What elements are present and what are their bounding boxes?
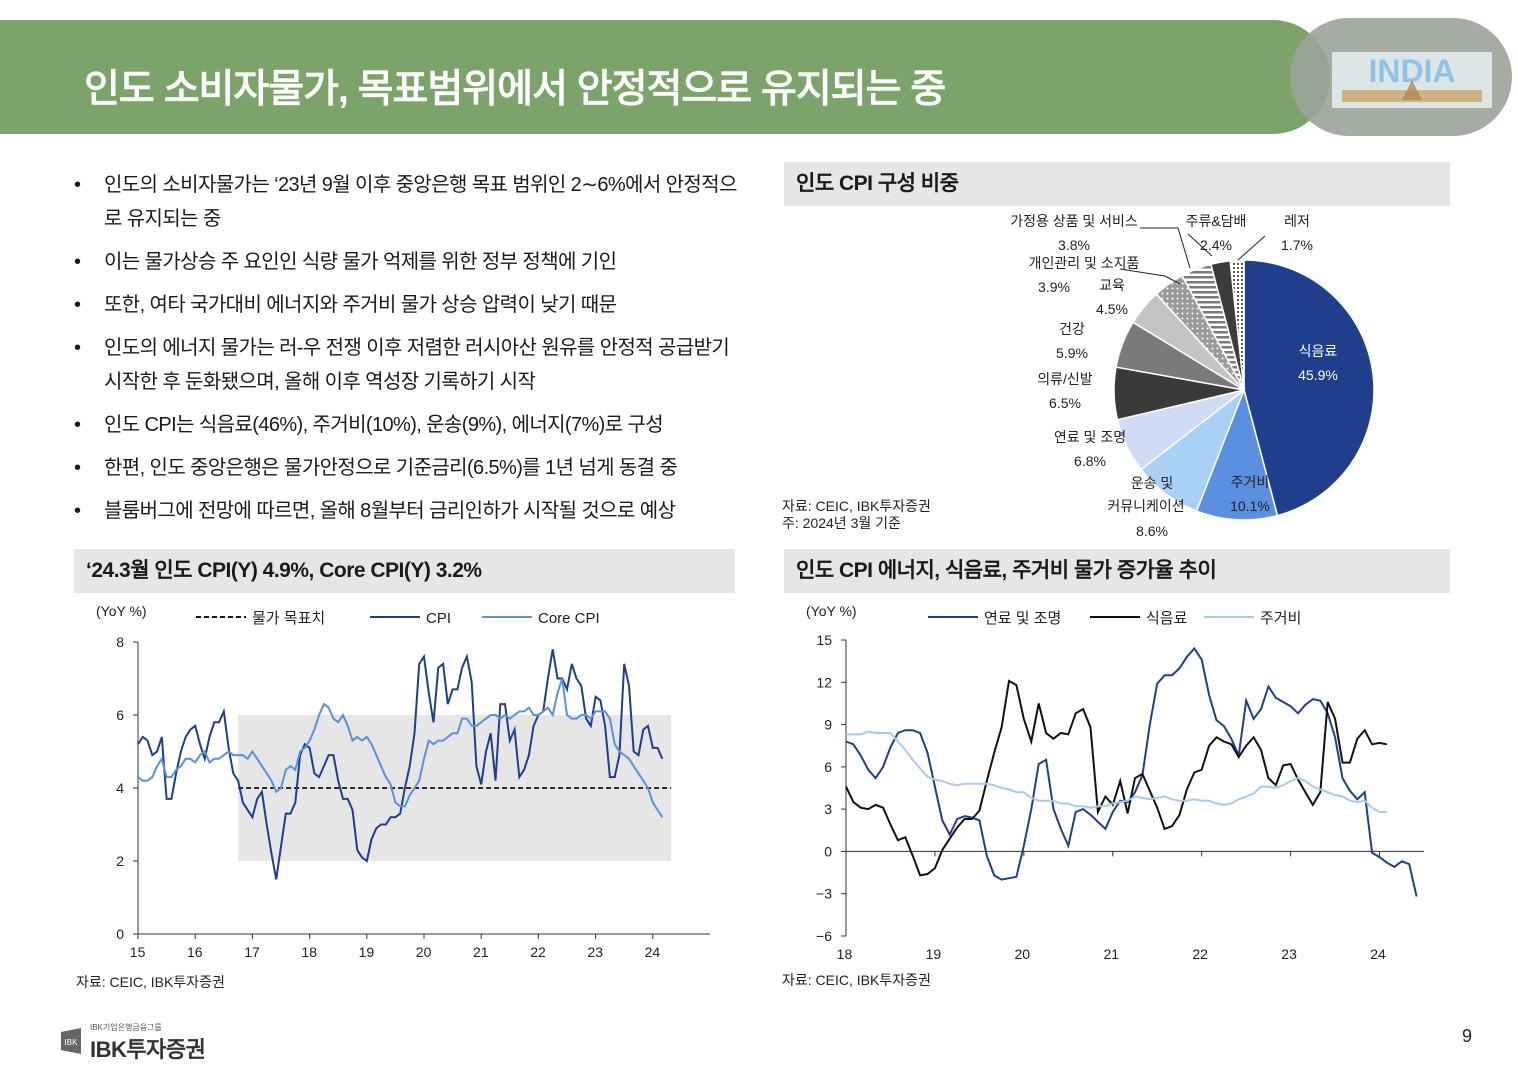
- y-tick-label: 15: [816, 632, 832, 648]
- x-tick-label: 18: [837, 946, 853, 962]
- y-tick-label: −3: [816, 886, 832, 902]
- y-axis-label: (YoY %): [806, 603, 857, 619]
- y-tick-label: 6: [116, 707, 124, 723]
- y-tick-label: −6: [816, 928, 832, 944]
- pie-label: 의류/신발: [1037, 371, 1093, 387]
- pie-value: 1.7%: [1281, 237, 1313, 253]
- x-tick-label: 17: [244, 944, 260, 960]
- x-tick-label: 21: [1103, 946, 1119, 962]
- pie-label: 건강: [1059, 321, 1085, 337]
- y-tick-label: 2: [116, 853, 124, 869]
- bullet-item: 인도의 에너지 물가는 러-우 전쟁 이후 저렴한 러시아산 원유를 안정적 공…: [74, 331, 744, 399]
- pie-label: 연료 및 조명: [1054, 429, 1126, 445]
- leader-line: [1187, 233, 1213, 257]
- pie-label: 개인관리 및 소지품: [1029, 255, 1140, 271]
- pie-label: 운송 및: [1131, 475, 1174, 491]
- y-tick-label: 4: [116, 780, 124, 796]
- legend-label: 물가 목표치: [252, 610, 325, 627]
- legend-label: 식음료: [1146, 610, 1188, 627]
- y-tick-label: 8: [116, 634, 124, 650]
- y-tick-label: 6: [824, 759, 832, 775]
- legend-label: 연료 및 조명: [984, 610, 1061, 627]
- x-tick-label: 15: [130, 944, 146, 960]
- india-logo: INDIA: [1332, 52, 1492, 108]
- x-tick-label: 16: [187, 944, 203, 960]
- y-axis-label: (YoY %): [96, 603, 147, 619]
- x-tick-label: 23: [587, 944, 603, 960]
- y-tick-label: 12: [816, 674, 832, 690]
- energy-chart-title: 인도 CPI 에너지, 식음료, 주거비 물가 증가율 추이: [784, 549, 1450, 593]
- cpi-source: 자료: CEIC, IBK투자증권: [76, 974, 225, 990]
- legend-label: Core CPI: [538, 610, 600, 627]
- pie-label: 커뮤니케이션: [1107, 498, 1184, 514]
- company-group-name: IBK기업은행금융그룹: [90, 1023, 162, 1032]
- x-tick-label: 21: [473, 944, 489, 960]
- pie-value: 10.1%: [1230, 498, 1270, 514]
- x-tick-label: 19: [926, 946, 942, 962]
- x-tick-label: 20: [1015, 946, 1031, 962]
- x-tick-label: 22: [1192, 946, 1208, 962]
- bullet-item: 인도의 소비자물가는 ‘23년 9월 이후 중앙은행 목표 범위인 2∼6%에서…: [74, 168, 744, 236]
- y-tick-label: 9: [824, 717, 832, 733]
- series-line: [137, 649, 664, 880]
- x-tick-label: 22: [530, 944, 546, 960]
- leader-line: [1119, 268, 1181, 285]
- energy-line-chart: −6 −3 0 3 6 9 12 15 18 19 20 21 22 23 24 (YoY %) 연료 및 조명…: [806, 603, 1424, 962]
- pie-slice: [1243, 259, 1375, 517]
- pie-value: 4.5%: [1096, 301, 1128, 317]
- ibk-logo-mark-text: IBK: [65, 1038, 79, 1047]
- pie-label: 레저: [1284, 213, 1310, 229]
- energy-source: 자료: CEIC, IBK투자증권: [782, 972, 931, 988]
- y-tick-label: 0: [824, 843, 832, 859]
- pie-source: 자료: CEIC, IBK투자증권: [782, 498, 931, 514]
- leader-line: [1237, 235, 1266, 261]
- x-tick-label: 18: [301, 944, 317, 960]
- y-tick-label: 0: [116, 926, 124, 942]
- bullet-list: 인도의 소비자물가는 ‘23년 9월 이후 중앙은행 목표 범위인 2∼6%에서…: [74, 168, 744, 537]
- pie-value: 3.9%: [1038, 279, 1070, 295]
- pie-chart-title: 인도 CPI 구성 비중: [784, 162, 1450, 206]
- y-tick-label: 3: [824, 801, 832, 817]
- ibk-logo-icon: IBK: [61, 1028, 81, 1054]
- pie-value: 6.8%: [1074, 453, 1106, 469]
- pie-value: 3.8%: [1058, 237, 1090, 253]
- cpi-chart-title: ‘24.3월 인도 CPI(Y) 4.9%, Core CPI(Y) 3.2%: [74, 549, 735, 593]
- series-line: [845, 646, 1418, 897]
- pie-label: 가정용 상품 및 서비스: [1010, 213, 1138, 229]
- pie-value: 6.5%: [1049, 395, 1081, 411]
- bullet-item: 한편, 인도 중앙은행은 물가안정으로 기준금리(6.5%)를 1년 넘게 동결…: [74, 451, 744, 485]
- company-name: IBK투자증권: [90, 1037, 206, 1062]
- x-tick-label: 20: [416, 944, 432, 960]
- series-line: [137, 678, 664, 818]
- bullet-item: 또한, 여타 국가대비 에너지와 주거비 물가 상승 압력이 낮기 때문: [74, 288, 744, 322]
- bullet-item: 이는 물가상승 주 요인인 식량 물가 억제를 위한 정부 정책에 기인: [74, 245, 744, 279]
- x-tick-label: 24: [1370, 946, 1386, 962]
- pie-value: 5.9%: [1056, 345, 1088, 361]
- title-banner: [0, 20, 1330, 134]
- page-title: 인도 소비자물가, 목표범위에서 안정적으로 유지되는 중: [84, 68, 946, 111]
- pie-label: 교육: [1099, 277, 1125, 293]
- pie-value: 45.9%: [1298, 367, 1338, 383]
- pie-value: 2.4%: [1200, 237, 1232, 253]
- legend-label: CPI: [426, 610, 451, 627]
- x-tick-label: 19: [359, 944, 375, 960]
- pie-slice: [1195, 387, 1279, 521]
- bullet-item: 블룸버그에 전망에 따르면, 올해 8월부터 금리인하가 시작될 것으로 예상: [74, 494, 744, 528]
- pie-value: 8.6%: [1136, 523, 1168, 539]
- leader-line: [1140, 227, 1191, 269]
- pie-note: 주: 2024년 3월 기준: [782, 515, 901, 531]
- pie-label: 주거비: [1231, 474, 1270, 490]
- x-tick-label: 24: [645, 944, 661, 960]
- x-tick-label: 23: [1281, 946, 1297, 962]
- series-line: [846, 730, 1387, 813]
- series-line: [845, 679, 1388, 877]
- legend-label: 주거비: [1260, 610, 1301, 627]
- page-number: 9: [1462, 1026, 1473, 1046]
- pie-label: 주류&담배: [1186, 213, 1247, 229]
- pie-slice: [1229, 259, 1245, 391]
- pie-label: 식음료: [1299, 343, 1338, 359]
- bullet-item: 인도 CPI는 식음료(46%), 주거비(10%), 운송(9%), 에너지(…: [74, 408, 744, 442]
